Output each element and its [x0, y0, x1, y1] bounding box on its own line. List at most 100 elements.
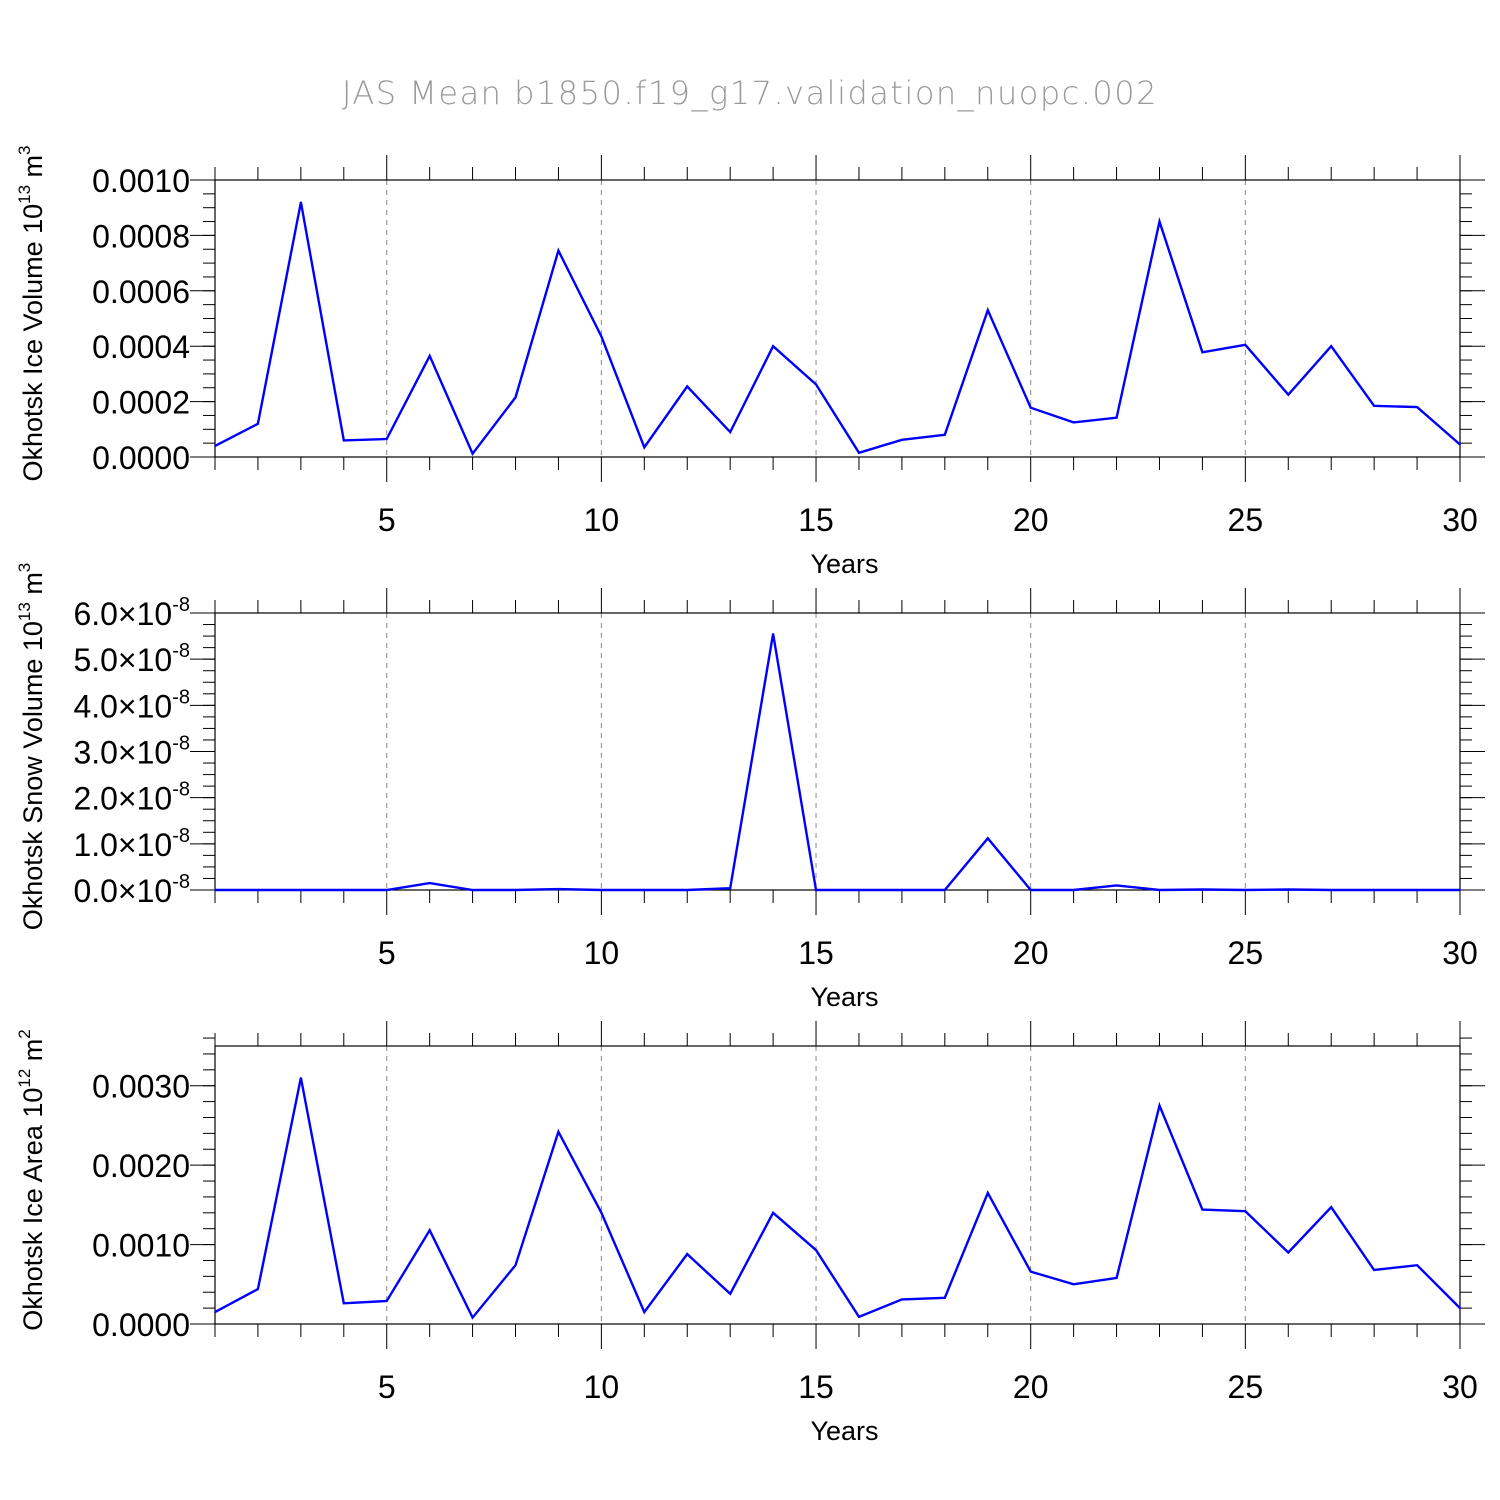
- data-point: [901, 439, 903, 441]
- data-point: [1287, 1251, 1290, 1254]
- x-tick-label: 20: [1013, 1369, 1049, 1405]
- data-point: [1244, 344, 1247, 346]
- x-tick-label: 10: [584, 502, 620, 538]
- data-point: [815, 383, 817, 386]
- y-tick-exponent: -8: [172, 686, 190, 708]
- data-point: [1287, 393, 1290, 396]
- data-point: [1416, 1264, 1418, 1267]
- data-point: [1373, 404, 1375, 407]
- data-point: [1115, 1277, 1118, 1279]
- data-point: [600, 335, 603, 338]
- y-tick-base: ×10: [118, 873, 172, 909]
- y-tick-label: 5.0×10-8: [73, 640, 190, 678]
- y-label-exponent: 13: [15, 602, 34, 621]
- data-point: [772, 345, 774, 348]
- data-point: [600, 889, 603, 891]
- data-point: [257, 889, 259, 891]
- data-point: [471, 1316, 474, 1319]
- y-tick-mantissa: 6.0: [73, 596, 117, 632]
- data-point: [1158, 220, 1161, 223]
- y-label-text: Okhotsk Snow Volume 10: [18, 621, 48, 930]
- data-point: [257, 422, 259, 425]
- data-point: [815, 889, 817, 891]
- data-point: [214, 889, 216, 891]
- y-axis-label: Okhotsk Snow Volume 1013 m3: [15, 563, 48, 931]
- y-tick-label: 0.0010: [92, 1228, 190, 1264]
- data-point: [686, 385, 689, 388]
- data-point: [600, 1212, 603, 1214]
- y-tick-base: ×10: [118, 688, 172, 724]
- data-point: [1201, 1208, 1204, 1211]
- data-point: [557, 888, 560, 890]
- y-tick-base: ×10: [118, 735, 172, 771]
- x-axis-label: Years: [810, 549, 878, 579]
- x-tick-label: 25: [1228, 502, 1264, 538]
- data-point: [858, 452, 860, 454]
- x-tick-label: 30: [1442, 502, 1478, 538]
- data-point: [300, 889, 302, 891]
- data-point: [772, 1212, 774, 1214]
- y-tick-label: 0.0000: [92, 1307, 190, 1343]
- data-point: [428, 882, 431, 884]
- data-point: [385, 889, 388, 891]
- x-axis-label: Years: [810, 982, 878, 1012]
- x-tick-label: 10: [584, 935, 620, 971]
- data-point: [1158, 1104, 1161, 1107]
- x-tick-label: 15: [798, 1369, 834, 1405]
- data-point: [557, 249, 560, 252]
- x-tick-label: 25: [1228, 935, 1264, 971]
- y-label-unit: m: [18, 155, 48, 185]
- y-tick-label: 0.0030: [92, 1069, 190, 1105]
- data-point: [214, 1311, 216, 1313]
- y-tick-label: 0.0006: [92, 274, 190, 310]
- x-tick-label: 5: [378, 502, 396, 538]
- y-tick-mantissa: 4.0: [73, 688, 117, 724]
- y-label-exponent: 12: [15, 1069, 34, 1088]
- data-point: [986, 837, 989, 840]
- data-point: [1373, 1269, 1375, 1271]
- data-point: [1072, 889, 1075, 891]
- y-tick-label: 0.0010: [92, 163, 190, 199]
- data-point: [1115, 416, 1118, 419]
- figure-title: JAS Mean b1850.f19_g17.validation_nuopc.…: [342, 74, 1158, 112]
- data-point: [686, 1253, 689, 1255]
- y-tick-mantissa: 5.0: [73, 642, 117, 678]
- data-point: [901, 1298, 903, 1301]
- data-point: [1416, 889, 1418, 891]
- y-tick-mantissa: 1.0: [73, 827, 117, 863]
- chart-panel-snow-volume: 5 10 15 20 25 300.0×10-81.0×10-82.0×10-83.0×1…: [15, 563, 1485, 1012]
- data-point: [1201, 351, 1204, 354]
- x-tick-label: 20: [1013, 935, 1049, 971]
- chart-panel-ice-area: 5 10 15 20 25 30 0.0000 0.0010 0.0020 0.0030 Years…: [15, 1021, 1485, 1446]
- y-tick-base: ×10: [118, 781, 172, 817]
- y-tick-label: 4.0×10-8: [73, 686, 190, 724]
- data-point: [944, 889, 946, 891]
- data-point: [815, 1249, 817, 1251]
- y-label-text: Okhotsk Ice Volume 10: [18, 204, 48, 482]
- y-axis-label: Okhotsk Ice Area 1012 m2: [15, 1029, 48, 1331]
- data-point: [686, 889, 689, 891]
- data-point: [514, 889, 517, 891]
- data-point: [1330, 1206, 1333, 1209]
- x-tick-label: 10: [584, 1369, 620, 1405]
- data-point: [300, 201, 302, 203]
- data-point: [300, 1076, 302, 1079]
- data-point: [1459, 889, 1461, 891]
- y-tick-exponent: -8: [172, 594, 190, 616]
- data-point: [342, 889, 345, 891]
- data-point: [1029, 889, 1032, 891]
- data-point: [643, 1311, 646, 1313]
- series-line: [214, 201, 1461, 457]
- y-tick-label: 0.0000: [92, 440, 190, 476]
- data-point: [986, 309, 989, 311]
- y-label-unit: m: [18, 1039, 48, 1069]
- y-tick-mantissa: 0.0: [73, 873, 117, 909]
- panels: 5 10 15 20 25 300.00000.00020.00040.00060.000…: [15, 145, 1485, 1446]
- data-point: [643, 889, 646, 891]
- y-tick-label: 0.0020: [92, 1148, 190, 1184]
- y-tick-label: 0.0002: [92, 385, 190, 421]
- data-point: [428, 355, 431, 357]
- y-label-unit-exponent: 2: [15, 1029, 34, 1038]
- data-point: [257, 1288, 259, 1290]
